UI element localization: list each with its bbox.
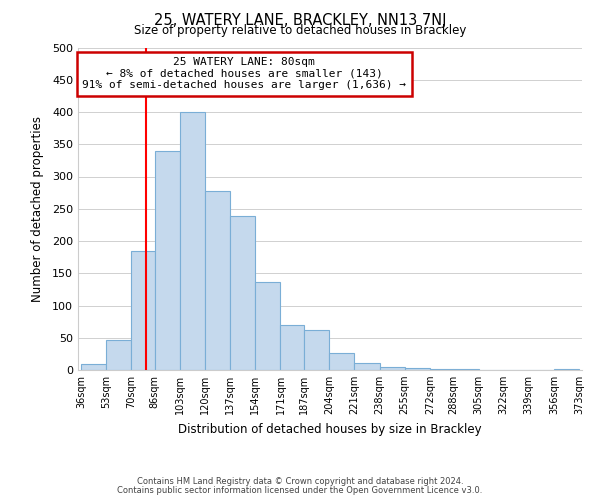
Bar bbox=[131, 252, 155, 370]
Bar bbox=[404, 368, 430, 370]
Bar bbox=[304, 330, 329, 370]
Bar bbox=[280, 325, 304, 370]
X-axis label: Distribution of detached houses by size in Brackley: Distribution of detached houses by size … bbox=[178, 422, 482, 436]
Bar bbox=[155, 150, 180, 370]
Bar bbox=[329, 353, 355, 370]
Text: Contains public sector information licensed under the Open Government Licence v3: Contains public sector information licen… bbox=[118, 486, 482, 495]
Text: 25 WATERY LANE: 80sqm
← 8% of detached houses are smaller (143)
91% of semi-deta: 25 WATERY LANE: 80sqm ← 8% of detached h… bbox=[82, 57, 406, 90]
Bar bbox=[554, 368, 579, 370]
Bar bbox=[230, 216, 256, 370]
Text: Contains HM Land Registry data © Crown copyright and database right 2024.: Contains HM Land Registry data © Crown c… bbox=[137, 477, 463, 486]
Bar bbox=[205, 190, 230, 370]
Y-axis label: Number of detached properties: Number of detached properties bbox=[31, 116, 44, 302]
Bar bbox=[256, 282, 280, 370]
Bar bbox=[430, 368, 454, 370]
Bar bbox=[106, 340, 131, 370]
Bar bbox=[355, 363, 380, 370]
Text: 25, WATERY LANE, BRACKLEY, NN13 7NJ: 25, WATERY LANE, BRACKLEY, NN13 7NJ bbox=[154, 12, 446, 28]
Bar bbox=[380, 367, 404, 370]
Bar bbox=[81, 364, 106, 370]
Text: Size of property relative to detached houses in Brackley: Size of property relative to detached ho… bbox=[134, 24, 466, 37]
Bar bbox=[180, 112, 205, 370]
